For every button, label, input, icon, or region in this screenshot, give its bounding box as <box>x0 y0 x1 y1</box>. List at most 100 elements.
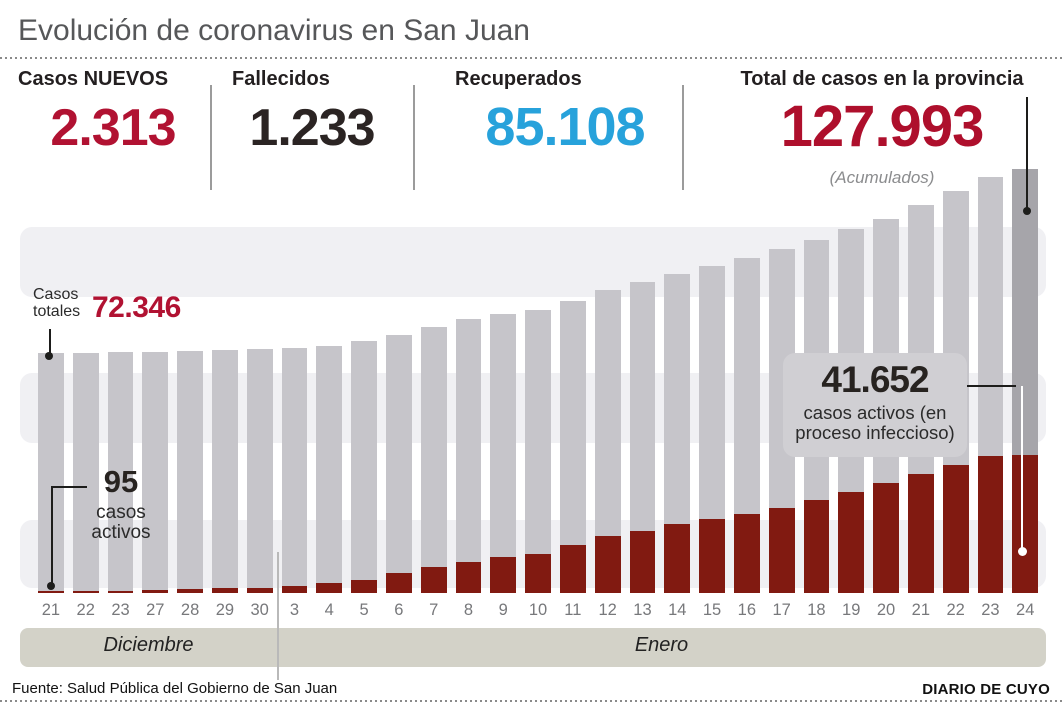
connector-line <box>49 329 51 354</box>
source-note: Fuente: Salud Pública del Gobierno de Sa… <box>12 680 338 697</box>
x-axis-labels: 21 22 23 27 28 29 30 3 4 5 6 7 8 9 10 11 12 13 14 15 16 17 18 1… <box>38 601 1038 620</box>
active-bar <box>525 554 551 593</box>
x-axis-label: 4 <box>324 601 334 619</box>
connector-line-white <box>1021 386 1023 548</box>
active-bar <box>699 519 725 593</box>
total-bar <box>525 310 551 593</box>
annotation-95-casos-activos: 95 casos activos <box>84 466 158 543</box>
bar-group-dic-22 <box>72 169 99 593</box>
stat-value-total-provincia: 127.993 <box>780 94 985 159</box>
bar-group-ene-8 <box>455 169 482 593</box>
active-bar <box>907 474 934 593</box>
x-axis-label: 18 <box>807 601 826 619</box>
x-axis-label: 11 <box>564 601 582 619</box>
x-axis-label: 13 <box>633 601 652 619</box>
stat-note-acumulados: (Acumulados) <box>829 168 935 187</box>
x-axis-label: 23 <box>981 601 1000 619</box>
active-bar <box>803 500 830 593</box>
active-bar <box>838 492 865 593</box>
annotation-casos-totales-value: 72.346 <box>92 291 181 324</box>
annotation-text: proceso infeccioso) <box>795 422 955 443</box>
total-bar <box>38 353 64 593</box>
x-axis-label: 12 <box>598 601 617 619</box>
credit: DIARIO DE CUYO <box>922 681 1050 698</box>
total-bar <box>142 352 169 593</box>
x-axis-label: 30 <box>250 601 269 619</box>
active-bar <box>629 531 656 593</box>
dotted-rule-top <box>0 57 1063 59</box>
stat-separator <box>413 85 415 190</box>
x-axis-label: 10 <box>528 601 548 619</box>
annotation-41652-panel: 41.652 casos activos (en proceso infecci… <box>783 353 967 457</box>
x-axis-label: 6 <box>394 601 404 619</box>
bar-group-ene-7 <box>420 169 447 593</box>
month-axis-band <box>20 628 1046 667</box>
dotted-rule-bottom <box>0 700 1063 702</box>
stat-label-recuperados: Recuperados <box>455 68 582 90</box>
x-axis-label: 22 <box>946 601 965 619</box>
annotation-casos-totales-label: Casos totales <box>33 286 80 320</box>
bar-group-ene-11 <box>559 169 586 593</box>
active-bar <box>873 483 899 593</box>
connector-dot <box>1023 207 1031 215</box>
active-bar <box>420 567 447 593</box>
connector-dot-white <box>1018 547 1027 556</box>
active-bar <box>594 536 621 593</box>
x-axis-label: 17 <box>772 601 791 619</box>
active-bar <box>38 591 64 593</box>
connector-line <box>51 486 87 488</box>
active-bar <box>733 514 760 593</box>
active-bar <box>177 589 203 593</box>
x-axis-label: 22 <box>76 601 95 619</box>
bar-group-ene-24 <box>1012 169 1039 593</box>
active-bar <box>1012 455 1039 593</box>
annotation-value: 41.652 <box>821 359 929 400</box>
active-bar <box>316 583 343 593</box>
month-label-diciembre: Diciembre <box>103 634 194 656</box>
total-bar <box>316 346 343 593</box>
x-axis-label: 7 <box>429 601 439 619</box>
period-divider-line <box>277 552 279 680</box>
total-bar <box>72 353 99 593</box>
connector-line <box>967 385 1016 387</box>
annotation-text: activos <box>91 522 151 543</box>
total-bar <box>211 350 238 593</box>
active-bar <box>977 456 1004 593</box>
x-axis-label: 16 <box>737 601 757 619</box>
x-axis-label: 27 <box>146 601 165 619</box>
bar-group-dic-23 <box>107 169 134 593</box>
active-bar <box>246 588 273 593</box>
active-bar <box>351 580 377 593</box>
bar-group-ene-9 <box>490 169 517 593</box>
total-bar <box>177 351 203 593</box>
active-bar <box>385 573 412 593</box>
annotation-text: casos <box>96 502 146 523</box>
stat-separator <box>210 85 212 190</box>
total-bar <box>281 348 308 593</box>
bar-group-dic-21 <box>38 169 64 593</box>
annotation-text: totales <box>33 303 81 320</box>
x-axis-label: 15 <box>702 601 722 619</box>
connector-line <box>51 486 53 585</box>
total-bar <box>490 314 517 593</box>
total-bar <box>107 352 134 593</box>
active-bar <box>490 557 517 593</box>
bar-group-ene-4 <box>316 169 343 593</box>
total-bar <box>455 319 482 593</box>
active-bar <box>942 465 969 593</box>
x-axis-label: 19 <box>842 601 861 619</box>
stat-value-fallecidos: 1.233 <box>249 99 375 157</box>
connector-dot <box>47 582 55 590</box>
annotation-text: casos activos (en <box>803 402 947 423</box>
bar-group-ene-3 <box>281 169 308 593</box>
stat-value-casos-nuevos: 2.313 <box>50 99 176 157</box>
bar-group-ene-6 <box>385 169 412 593</box>
active-bar <box>455 562 482 593</box>
x-axis-label: 14 <box>668 601 687 619</box>
month-label-enero: Enero <box>634 634 689 656</box>
total-bar <box>351 341 377 593</box>
bar-group-ene-12 <box>594 169 621 593</box>
stat-separator <box>682 85 684 190</box>
bar-group-ene-10 <box>525 169 551 593</box>
